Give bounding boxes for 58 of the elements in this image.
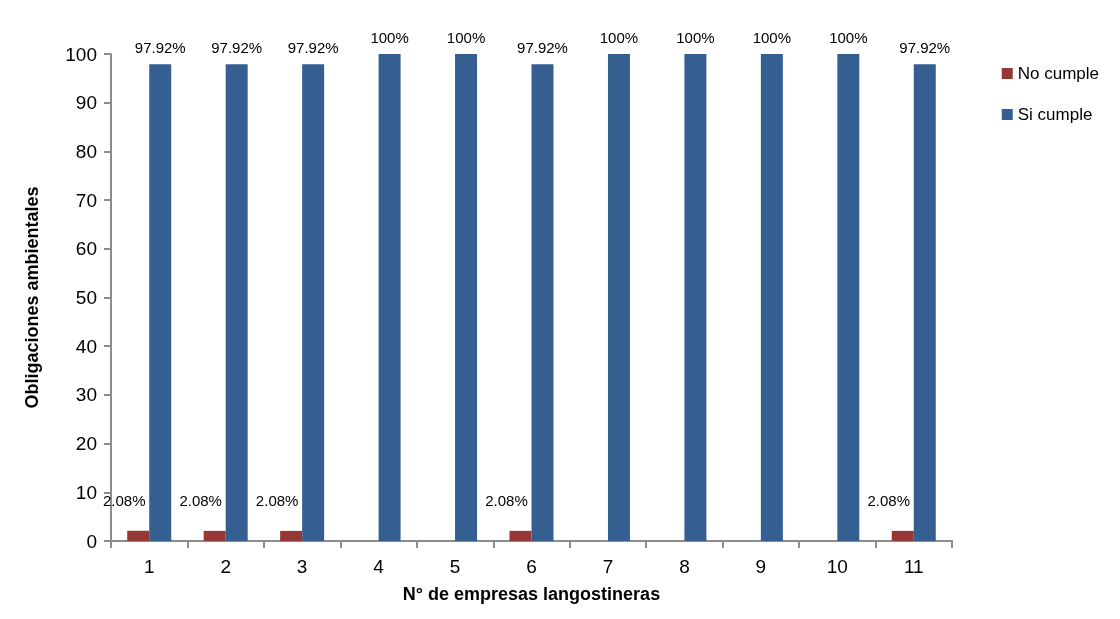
x-tick-label: 2 — [220, 556, 231, 577]
y-tick-label: 10 — [75, 481, 97, 503]
bar — [225, 64, 248, 541]
y-tick-label: 90 — [75, 92, 97, 114]
x-tick-label: 10 — [826, 556, 848, 577]
bar — [127, 530, 150, 541]
y-tick-label: 30 — [75, 384, 97, 406]
x-tick-label: 4 — [373, 556, 385, 577]
data-label: 100% — [829, 29, 868, 46]
data-label: 97.92% — [899, 39, 951, 57]
bar — [280, 530, 303, 541]
bar — [531, 64, 554, 541]
data-label: 100% — [370, 29, 409, 46]
bar — [149, 64, 172, 541]
bar — [203, 530, 226, 541]
bar — [913, 64, 936, 541]
data-label: 97.92% — [287, 39, 339, 57]
y-tick-label: 60 — [75, 238, 97, 260]
bar — [891, 530, 914, 541]
y-tick-label: 70 — [75, 189, 97, 211]
data-label: 100% — [752, 29, 792, 46]
x-tick-label: 5 — [449, 556, 461, 577]
y-tick-label: 40 — [75, 335, 97, 357]
bar — [760, 54, 783, 541]
x-tick-label: 6 — [526, 556, 537, 577]
y-tick-label: 50 — [75, 287, 97, 308]
legend-label: Si cumple — [1017, 105, 1093, 124]
data-label: 2.08% — [179, 491, 222, 509]
bar — [607, 54, 630, 541]
x-tick-label: 7 — [602, 556, 614, 577]
x-tick-label: 3 — [296, 556, 308, 577]
data-label: 2.08% — [867, 491, 911, 509]
data-label: 2.08% — [255, 491, 299, 509]
x-axis-title: N° de empresas langostineras — [402, 584, 661, 604]
y-tick-label: 0 — [86, 530, 97, 552]
y-axis-title: Obligaciones ambientales — [22, 186, 42, 409]
data-label: 97.92% — [517, 39, 568, 57]
bar — [455, 54, 478, 541]
bar — [302, 64, 325, 541]
y-tick-label: 20 — [75, 433, 97, 455]
x-tick-label: 8 — [679, 556, 690, 577]
y-tick-label: 100 — [65, 43, 97, 65]
data-label: 100% — [599, 29, 639, 46]
data-label: 2.08% — [485, 491, 528, 509]
bar — [378, 54, 401, 541]
y-tick-label: 80 — [75, 140, 97, 162]
data-label: 97.92% — [211, 39, 263, 57]
data-label: 97.92% — [134, 39, 186, 57]
x-tick-label: 9 — [755, 556, 767, 577]
data-label: 2.08% — [102, 491, 146, 509]
bar — [509, 530, 532, 541]
data-label: 100% — [676, 29, 715, 46]
legend-label: No cumple — [1017, 64, 1100, 83]
x-tick-label: 1 — [143, 556, 155, 577]
bar — [684, 54, 707, 541]
bar — [837, 54, 860, 541]
x-tick-label: 11 — [903, 556, 924, 577]
data-label: 100% — [446, 29, 486, 46]
